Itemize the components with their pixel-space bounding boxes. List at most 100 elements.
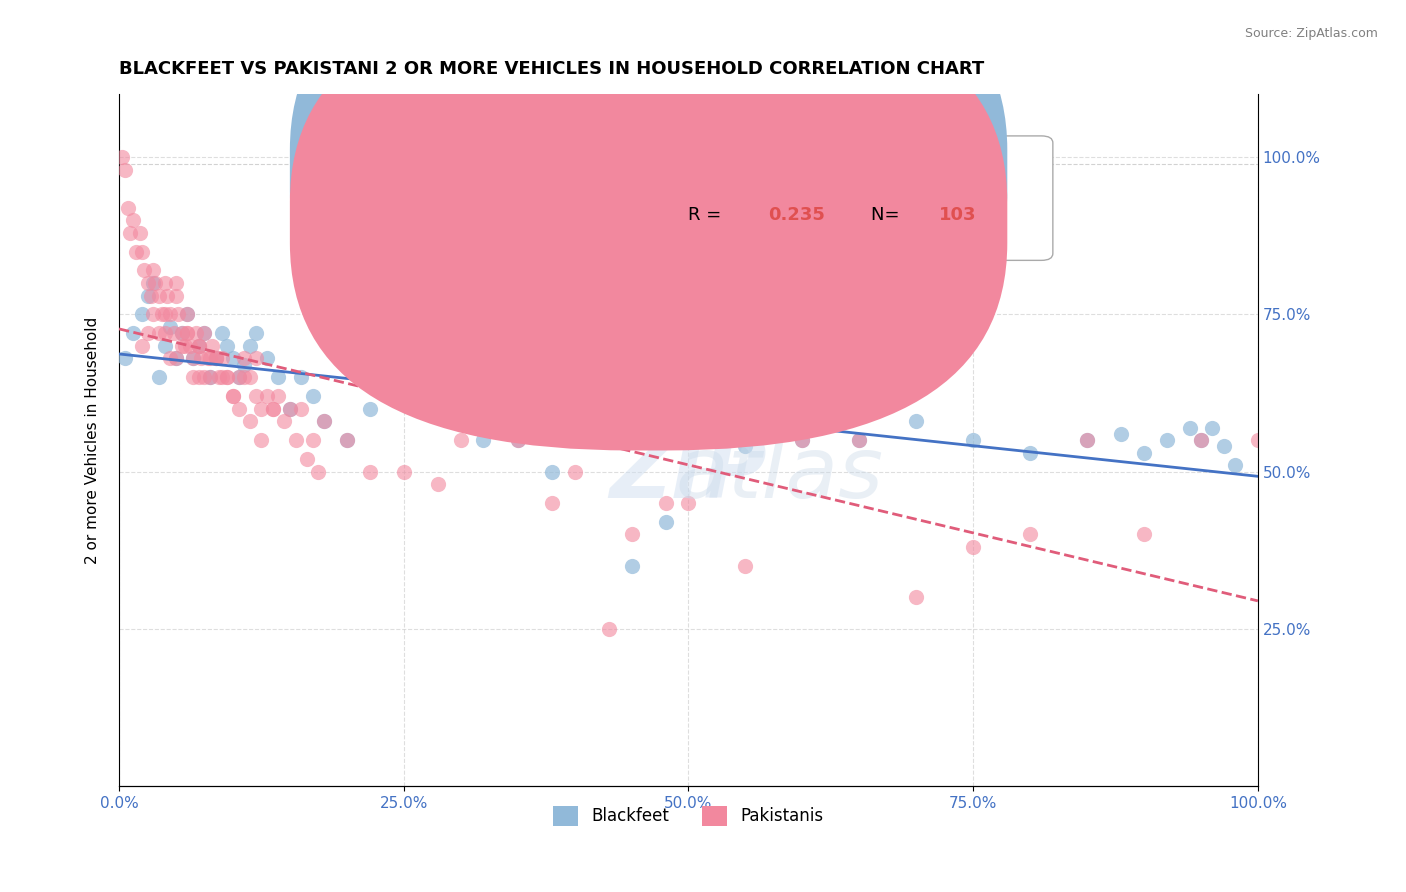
Point (1076, 433, 1098, 447)
Point (128, 226, 150, 240)
Point (359, 401, 381, 416)
Text: ZIP: ZIP (610, 434, 768, 516)
Point (450, 433, 472, 447)
Point (121, 213, 143, 227)
Point (392, 383, 415, 397)
Point (245, 326, 267, 341)
Point (114, 162, 136, 177)
Point (540, 465, 562, 479)
Point (245, 389, 267, 403)
Point (176, 326, 198, 341)
Text: 0.235: 0.235 (768, 206, 825, 225)
Point (307, 465, 329, 479)
Point (250, 433, 273, 447)
Point (256, 389, 278, 403)
Point (233, 358, 256, 372)
Point (905, 414, 928, 428)
Point (415, 370, 437, 384)
Point (165, 276, 187, 290)
Text: BLACKFEET VS PAKISTANI 2 OR MORE VEHICLES IN HOUSEHOLD CORRELATION CHART: BLACKFEET VS PAKISTANI 2 OR MORE VEHICLE… (120, 60, 984, 78)
Point (262, 401, 284, 416)
Text: 56: 56 (939, 158, 965, 176)
Point (267, 370, 290, 384)
Point (142, 307, 165, 321)
Point (170, 326, 193, 341)
Point (262, 401, 284, 416)
Point (153, 307, 176, 321)
Point (233, 370, 256, 384)
Point (136, 326, 159, 341)
Point (198, 370, 221, 384)
Text: 103: 103 (939, 206, 977, 225)
Point (170, 339, 193, 353)
Point (233, 351, 256, 366)
Point (239, 414, 262, 428)
Point (222, 389, 245, 403)
Point (620, 527, 643, 541)
Point (734, 558, 756, 573)
Point (540, 496, 562, 510)
Point (165, 351, 187, 366)
Point (1133, 527, 1156, 541)
Point (193, 326, 215, 341)
Point (217, 370, 239, 384)
Point (734, 439, 756, 453)
Point (1223, 458, 1246, 473)
Point (148, 326, 170, 341)
Point (228, 370, 250, 384)
Point (170, 326, 193, 341)
Point (197, 351, 219, 366)
Point (962, 433, 984, 447)
Point (148, 288, 170, 302)
Point (301, 389, 323, 403)
Point (564, 414, 586, 428)
Point (131, 339, 153, 353)
Point (295, 452, 318, 467)
Point (125, 244, 148, 259)
Point (165, 288, 187, 302)
Point (228, 370, 250, 384)
FancyBboxPatch shape (290, 0, 1007, 399)
Point (186, 326, 208, 341)
Point (114, 351, 136, 366)
Point (678, 496, 700, 510)
Text: Source: ZipAtlas.com: Source: ZipAtlas.com (1244, 27, 1378, 40)
Point (1178, 420, 1201, 434)
Point (222, 351, 245, 366)
Point (136, 288, 159, 302)
Text: N=: N= (870, 206, 905, 225)
Text: -0.283: -0.283 (768, 158, 832, 176)
Point (187, 370, 209, 384)
Point (848, 433, 870, 447)
Point (211, 351, 233, 366)
Point (208, 370, 231, 384)
Point (267, 389, 290, 403)
Point (211, 370, 233, 384)
Point (1019, 527, 1042, 541)
Point (187, 339, 209, 353)
Point (142, 263, 165, 277)
Point (187, 339, 209, 353)
Point (159, 320, 181, 334)
Point (336, 433, 359, 447)
Point (205, 351, 228, 366)
Point (506, 433, 529, 447)
Point (153, 276, 176, 290)
Point (792, 433, 814, 447)
Point (153, 339, 176, 353)
Point (201, 339, 224, 353)
Point (159, 307, 181, 321)
Point (1156, 433, 1178, 447)
Point (506, 433, 529, 447)
Point (167, 307, 190, 321)
Point (181, 351, 204, 366)
Point (198, 351, 221, 366)
Y-axis label: 2 or more Vehicles in Household: 2 or more Vehicles in Household (86, 317, 100, 564)
Point (312, 414, 335, 428)
Point (211, 326, 233, 341)
Point (193, 326, 215, 341)
Point (301, 433, 323, 447)
Point (222, 389, 245, 403)
Point (290, 370, 312, 384)
Point (163, 326, 186, 341)
